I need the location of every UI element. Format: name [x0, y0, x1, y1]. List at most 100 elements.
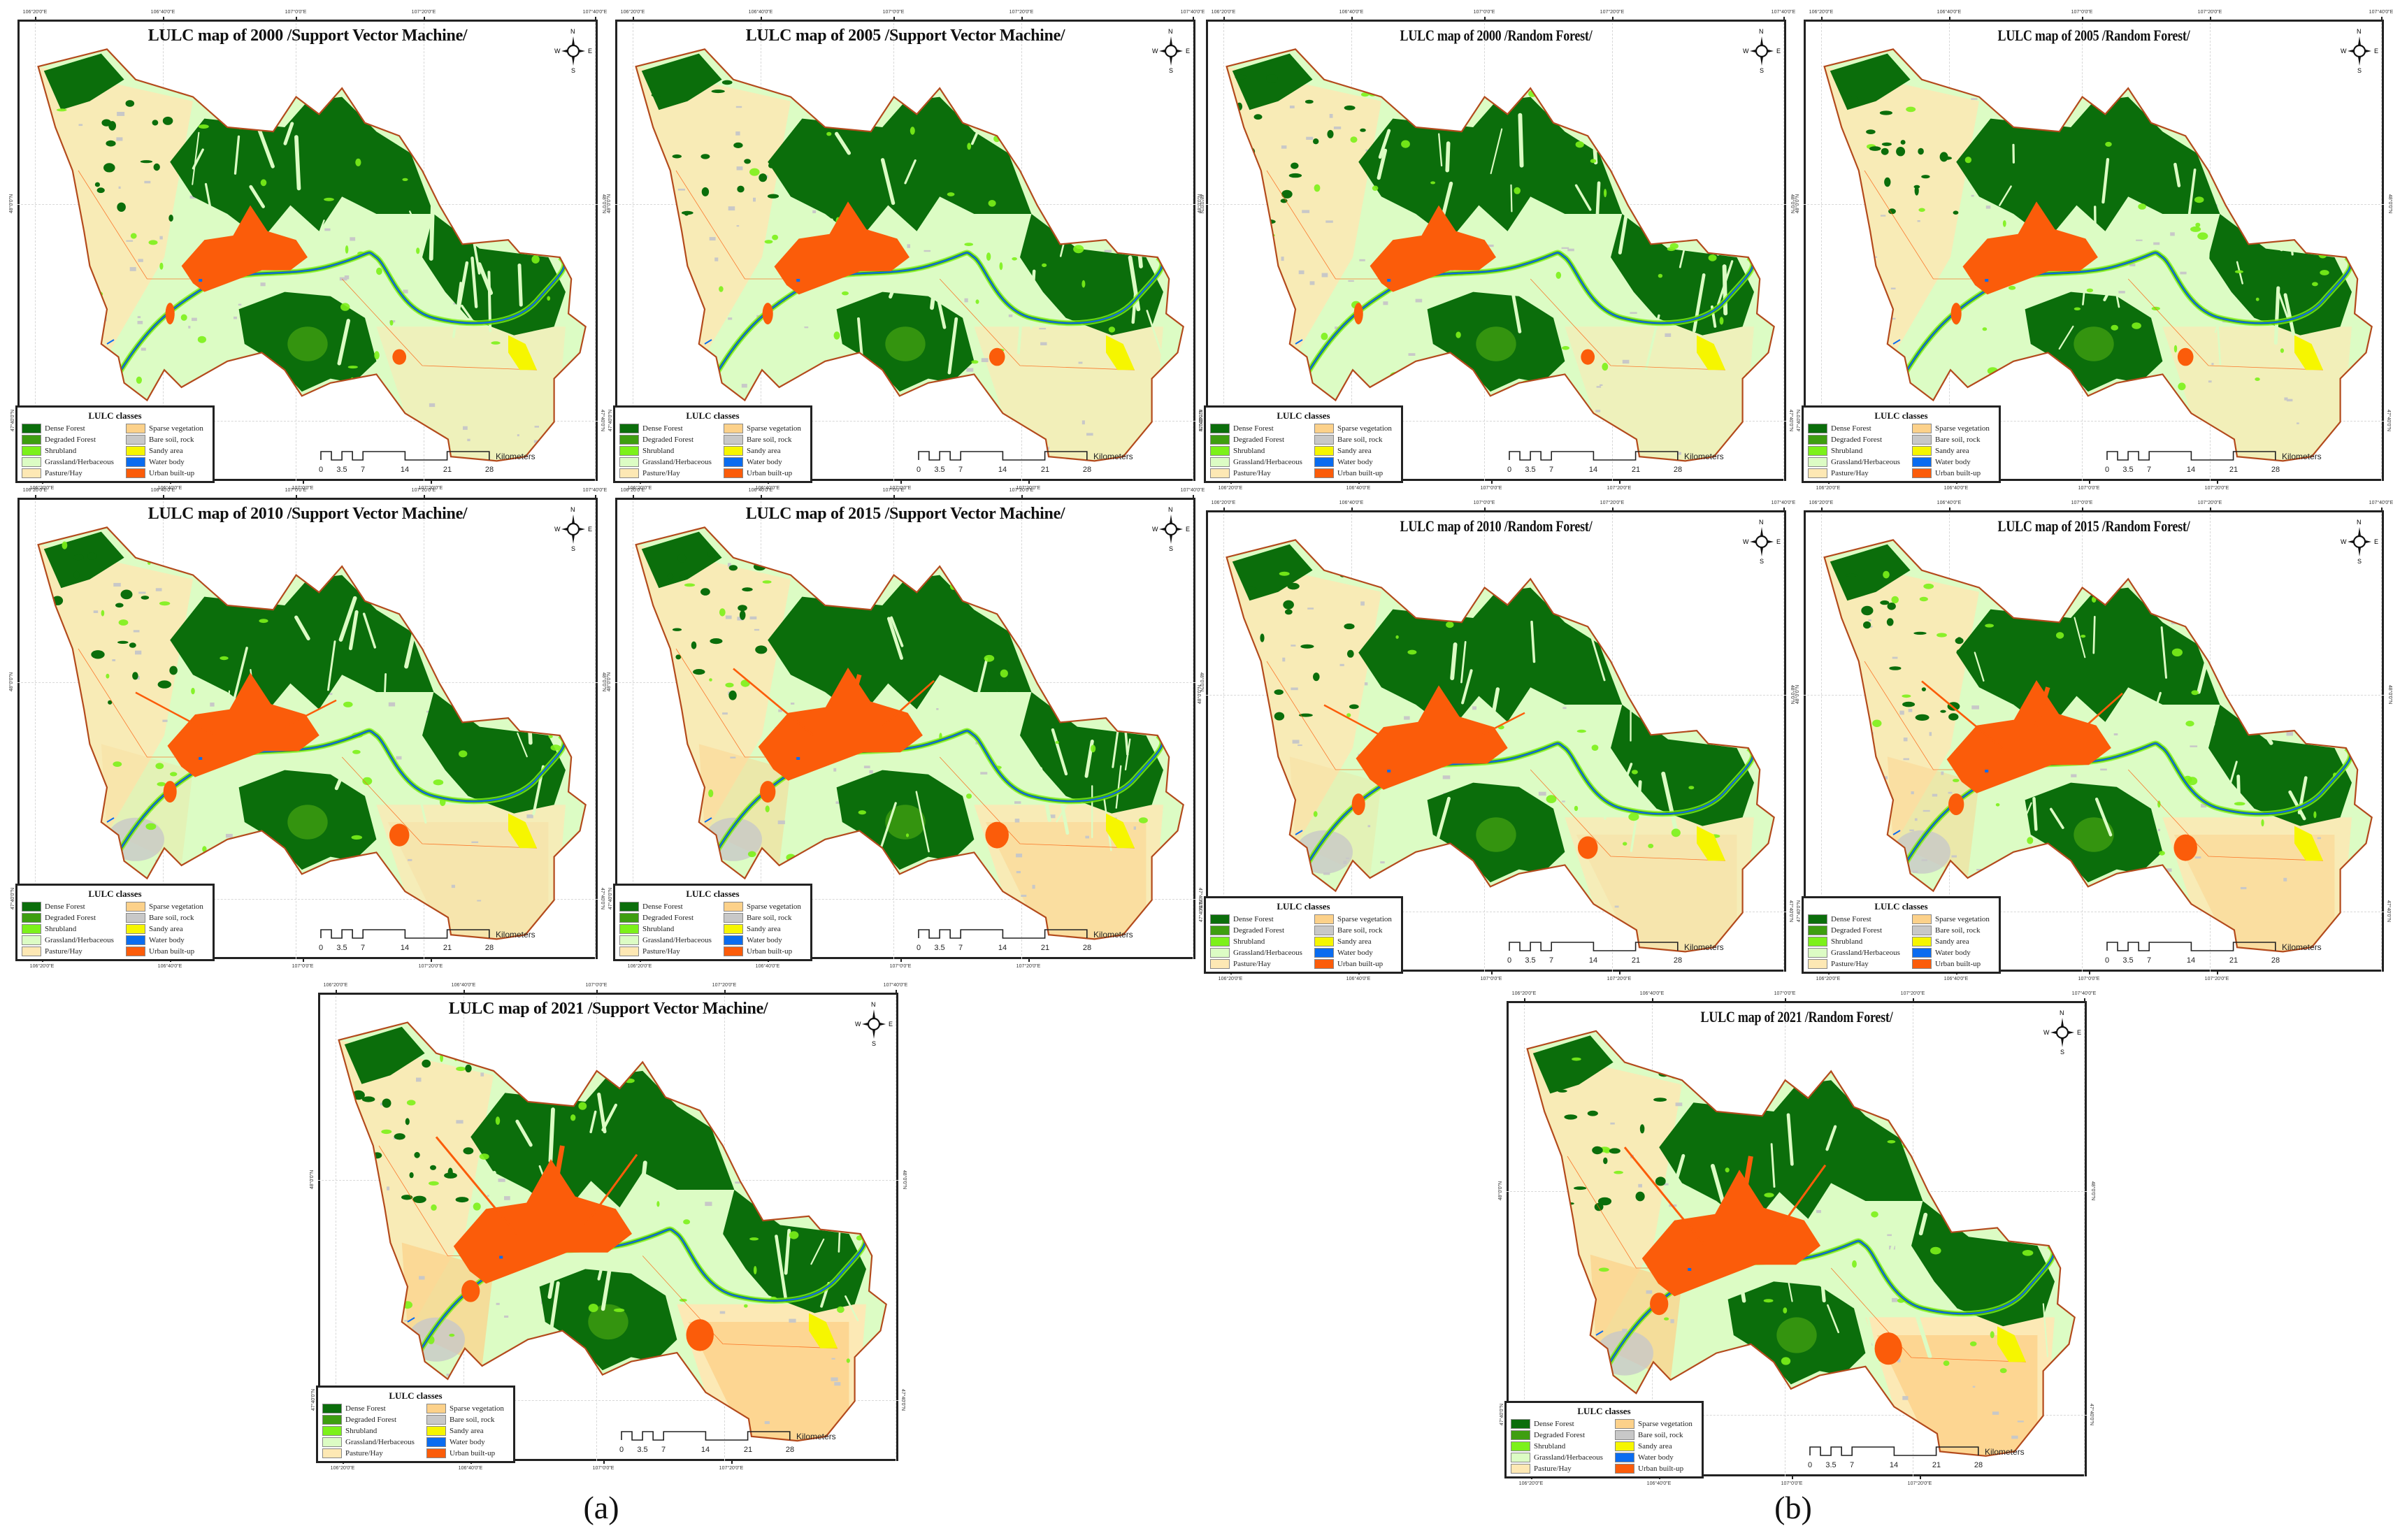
scale-bar: 0 3.5 7 14 21 28 Kilometers [318, 926, 536, 953]
legend-label: Urban built-up [1337, 469, 1384, 477]
map-title: LULC map of 2021 /Support Vector Machine… [448, 1000, 768, 1018]
scale-tick-label: 0 [318, 944, 324, 952]
legend-label: Grassland/Herbaceous [1534, 1453, 1603, 1462]
legend-swatch [1615, 1430, 1635, 1440]
compass-n-label: N [2060, 1009, 2064, 1016]
tick-mark [431, 957, 432, 962]
latitude-label: 48°0'0"N [601, 194, 606, 214]
lulc-map [619, 519, 1192, 952]
legend-label: Sandy area [1638, 1442, 1672, 1451]
legend-item: Dense Forest [1808, 914, 1905, 924]
longitude-label: 106°20'0"E [1518, 1481, 1544, 1486]
scale-bar: 0 3.5 7 14 21 28 Kilometers [916, 447, 1133, 475]
legend-item: Bare soil, rock [1912, 435, 1995, 445]
north-arrow: N S W E [855, 1001, 893, 1047]
legend-label: Shrubland [45, 447, 77, 455]
legend-item: Grassland/Herbaceous [1210, 948, 1307, 958]
legend-label: Water body [1935, 949, 1971, 957]
legend-item: Grassland/Herbaceous [1511, 1453, 1608, 1462]
legend-item: Bare soil, rock [126, 913, 208, 923]
compass-w-label: W [2341, 538, 2347, 545]
tick-mark [1920, 1474, 1921, 1479]
legend-label: Sparse vegetation [747, 902, 801, 911]
legend-label: Degraded Forest [642, 436, 694, 444]
legend-swatch [619, 457, 639, 467]
longitude-label: 107°0'0"E [1781, 1481, 1803, 1486]
legend-label: Bare soil, rock [747, 914, 792, 922]
legend-label: Degraded Forest [45, 914, 96, 922]
longitude-label: 106°20'0"E [1816, 486, 1841, 491]
longitude-label: 107°40'0"E [582, 10, 608, 15]
legend-swatch [126, 913, 146, 923]
scale-tick-label: 28 [1673, 466, 1683, 474]
legend-label: Degraded Forest [45, 436, 96, 444]
legend-swatch [22, 457, 41, 467]
scale-tick-label: 14 [2186, 466, 2196, 474]
tick-mark [303, 957, 304, 962]
scale-tick-label: 3.5 [637, 1446, 648, 1454]
legend-swatch [1314, 914, 1335, 924]
legend-title: LULC classes [686, 888, 740, 899]
scale-tick-label: 14 [2186, 956, 2196, 965]
map-title: LULC map of 2000 /Support Vector Machine… [148, 27, 468, 45]
legend-swatch [22, 924, 41, 934]
scale-tick-label: 3.5 [1825, 1461, 1837, 1469]
compass-n-label: N [1168, 506, 1173, 513]
map-panel-rf-2005: 106°20'0"E 106°20'0"E 106°40'0"E 106°40'0"E… [1795, 10, 2393, 491]
longitude-label: 107°20'0"E [712, 983, 737, 988]
tick-mark [35, 495, 36, 500]
legend-item: Urban built-up [126, 468, 208, 478]
longitude-label: 107°20'0"E [411, 488, 436, 493]
tick-mark [1028, 479, 1030, 484]
compass-w-label: W [1152, 48, 1158, 55]
lulc-map [322, 1014, 895, 1454]
legend-item: Bare soil, rock [724, 913, 806, 923]
scale-tick-label: 21 [1631, 956, 1641, 965]
compass-e-label: E [588, 526, 593, 533]
lulc-map [1807, 41, 2380, 474]
legend-item: Bare soil, rock [126, 435, 208, 445]
legend-label: Dense Forest [1831, 915, 1871, 923]
graticule-line [1206, 421, 1786, 422]
compass-n-label: N [871, 1001, 876, 1008]
scale-bar: 0 3.5 7 14 21 28 Kilometers [619, 1427, 836, 1455]
graticule-line [17, 421, 598, 422]
legend-item: Pasture/Hay [1808, 468, 1905, 478]
tick-mark [1619, 479, 1621, 484]
legend-label: Bare soil, rock [149, 914, 194, 922]
latitude-label: 48°0'0"N [1789, 194, 1795, 214]
latitude-label: 48°0'0"N [2387, 194, 2392, 214]
scale-bar: 0 3.5 7 14 21 28 Kilometers [1807, 1443, 2025, 1471]
legend-label: Pasture/Hay [1233, 469, 1271, 477]
tick-mark [1193, 495, 1194, 500]
legend-swatch [1314, 424, 1335, 433]
longitude-label: 106°20'0"E [627, 964, 652, 969]
scale-tick-label: 14 [1588, 466, 1598, 474]
legend-title: LULC classes [88, 888, 142, 899]
legend-label: Water body [747, 458, 782, 466]
tick-mark [1619, 970, 1621, 974]
legend-swatch [1210, 457, 1230, 467]
compass-s-label: S [2060, 1049, 2065, 1056]
legend-item: Degraded Forest [619, 435, 717, 445]
longitude-label: 106°20'0"E [323, 983, 348, 988]
legend-swatch [1912, 424, 1932, 433]
longitude-label: 107°40'0"E [883, 983, 908, 988]
graticule-line [1507, 1415, 2087, 1416]
compass-e-label: E [1186, 526, 1191, 533]
tick-mark [431, 479, 432, 484]
legend-swatch [1210, 959, 1230, 969]
legend-swatch [1210, 926, 1230, 935]
legend-label: Bare soil, rock [149, 436, 194, 444]
legend-swatch [724, 935, 744, 945]
legend-title: LULC classes [1874, 901, 1928, 912]
legend-item: Shrubland [619, 446, 717, 456]
longitude-label: 106°20'0"E [1809, 501, 1834, 505]
tick-mark [1028, 957, 1030, 962]
legend-label: Degraded Forest [345, 1416, 397, 1424]
compass-n-label: N [1759, 519, 1764, 526]
longitude-label: 107°20'0"E [2204, 977, 2229, 981]
legend-item: Pasture/Hay [1511, 1464, 1608, 1474]
legend-label: Pasture/Hay [45, 469, 82, 477]
compass-n-label: N [2357, 519, 2362, 526]
